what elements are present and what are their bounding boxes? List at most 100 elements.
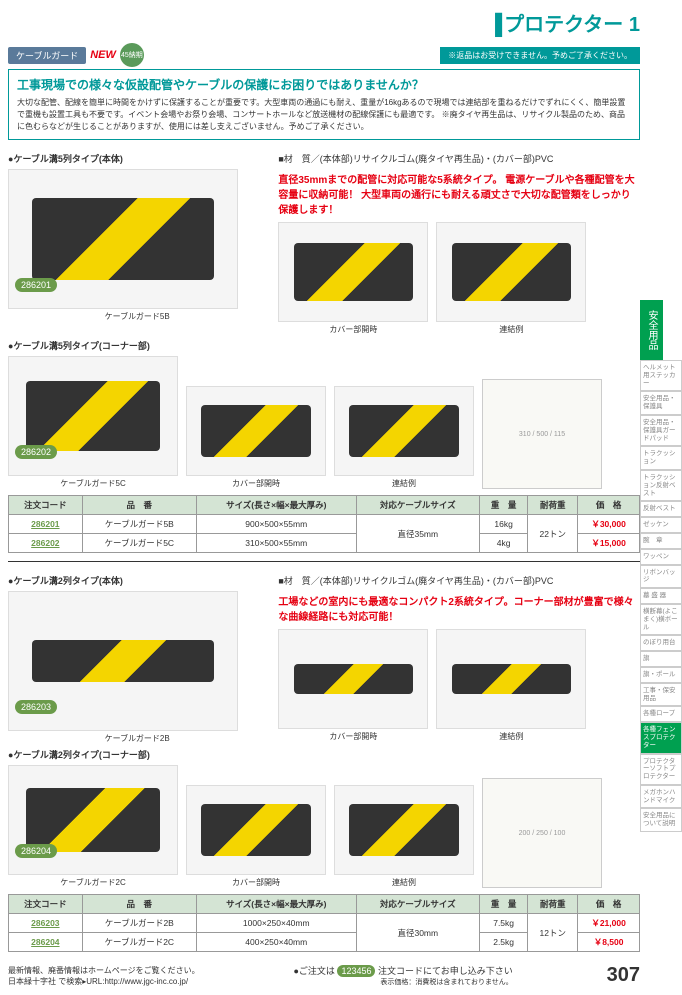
caption-connect-3: 連結例	[436, 731, 586, 742]
sidebar-item[interactable]: 横断幕(よこまく)横ボール	[640, 604, 682, 635]
table-cell: 直径35mm	[356, 515, 479, 553]
table-header: 注文コード	[9, 496, 83, 515]
caption-connect-2: 連結例	[334, 478, 474, 489]
sidebar-item[interactable]: ヘルメット用ステッカー	[640, 360, 682, 391]
page-title-bar: プロテクター 1	[8, 8, 640, 37]
sidebar-item[interactable]: メガホンハンドマイク	[640, 785, 682, 809]
diagram-2c: 200 / 250 / 100	[482, 778, 602, 888]
sidebar-main-tab[interactable]: 安全用品	[640, 300, 663, 360]
caption-cover-1: カバー部開時	[278, 324, 428, 335]
table-cell: 4kg	[479, 534, 527, 553]
category-tag: ケーブルガード	[8, 47, 86, 64]
sidebar-item[interactable]: 各種フェンスプロテクター	[640, 722, 682, 753]
table-cell: ケーブルガード5B	[82, 515, 196, 534]
table-header: 価 格	[578, 895, 640, 914]
table-cell: 286203	[9, 914, 83, 933]
table-header: サイズ(長さ×幅×最大厚み)	[196, 895, 356, 914]
order-label: ●ご注文は	[293, 966, 334, 976]
table-cell: ケーブルガード2B	[82, 914, 196, 933]
sidebar-item[interactable]: 安全用品について説明	[640, 808, 682, 832]
table-header: 品 番	[82, 895, 196, 914]
table-cell: 12トン	[528, 914, 578, 952]
sidebar-item[interactable]: 反射ベスト	[640, 501, 682, 517]
caption-2c: ケーブルガード2C	[8, 877, 178, 888]
product-image-5c-connect	[334, 386, 474, 476]
intro-box: 工事現場での様々な仮設配管やケーブルの保護にお困りではありませんか？ 大切な配管…	[8, 69, 640, 140]
sidebar-item[interactable]: ワッペン	[640, 549, 682, 565]
sidebar-item[interactable]: 腕 章	[640, 533, 682, 549]
section1-main-label: ケーブル溝5列タイプ(本体)	[8, 152, 266, 165]
section1-corner-label: ケーブル溝5列タイプ(コーナー部)	[8, 339, 640, 352]
table-header: 重 量	[479, 496, 527, 515]
section2-material: 材 質／(本体部)リサイクルゴム(廃タイヤ再生品)・(カバー部)PVC	[278, 574, 640, 587]
table-cell: ケーブルガード2C	[82, 933, 196, 952]
table-cell: ￥15,000	[578, 534, 640, 553]
code-badge-2b: 286203	[15, 700, 57, 714]
table-header: 価 格	[578, 496, 640, 515]
table-cell: 310×500×55mm	[196, 534, 356, 553]
section2-corner-label: ケーブル溝2列タイプ(コーナー部)	[8, 748, 640, 761]
sidebar-item[interactable]: 工事・保安用品	[640, 683, 682, 707]
product-image-2b: 286203	[8, 591, 238, 731]
code-badge-2c: 286204	[15, 844, 57, 858]
footer-info1: 最新情報、廃番情報はホームページをご覧ください。	[8, 965, 200, 976]
table-header: 耐荷重	[528, 496, 578, 515]
table-cell: 286202	[9, 534, 83, 553]
caption-5b: ケーブルガード5B	[8, 311, 266, 322]
diagram-5c: 310 / 500 / 115	[482, 379, 602, 489]
table-header: 耐荷重	[528, 895, 578, 914]
product-image-5c: 286202	[8, 356, 178, 476]
table-header: 対応ケーブルサイズ	[356, 496, 479, 515]
sidebar-item[interactable]: トラクッション反射ベスト	[640, 470, 682, 501]
section1-material: 材 質／(本体部)リサイクルゴム(廃タイヤ再生品)・(カバー部)PVC	[278, 152, 640, 165]
page-footer: 最新情報、廃番情報はホームページをご覧ください。 日本緑十字社 で検索▸URL:…	[8, 964, 640, 987]
caption-cover-4: カバー部開時	[186, 877, 326, 888]
intro-heading: 工事現場での様々な仮設配管やケーブルの保護にお困りではありませんか？	[17, 76, 631, 93]
spec-table-2: 注文コード品 番サイズ(長さ×幅×最大厚み)対応ケーブルサイズ重 量耐荷重価 格…	[8, 894, 640, 952]
sidebar-item[interactable]: 安全用品・保護具	[640, 391, 682, 415]
table-cell: 16kg	[479, 515, 527, 534]
table-cell: 400×250×40mm	[196, 933, 356, 952]
sidebar-item[interactable]: リボンバッジ	[640, 565, 682, 589]
time-badge: 45納期	[120, 43, 144, 67]
code-badge-5b: 286201	[15, 278, 57, 292]
return-note: ※返品はお受けできません。予めご了承ください。	[440, 47, 640, 64]
sidebar-item[interactable]: 安全用品・保護具ガードパッド	[640, 415, 682, 446]
product-image-5b-connect	[436, 222, 586, 322]
caption-5c: ケーブルガード5C	[8, 478, 178, 489]
caption-connect-4: 連結例	[334, 877, 474, 888]
section2-feature: 工場などの室内にも最適なコンパクト2系統タイプ。コーナー部材が豊富で様々な曲線経…	[278, 595, 640, 625]
sidebar-item[interactable]: トラクッション	[640, 446, 682, 470]
sidebar-item[interactable]: のぼり用台	[640, 635, 682, 651]
table-header: 重 量	[479, 895, 527, 914]
price-note: 表示価格：消費税は含まれておりません。	[293, 977, 512, 987]
table-row: 286201ケーブルガード5B900×500×55mm直径35mm16kg22ト…	[9, 515, 640, 534]
table-header: 対応ケーブルサイズ	[356, 895, 479, 914]
table-row: 286203ケーブルガード2B1000×250×40mm直径30mm7.5kg1…	[9, 914, 640, 933]
section1-feature: 直径35mmまでの配管に対応可能な5系統タイプ。 電源ケーブルや各種配管を大容量…	[278, 173, 640, 218]
sidebar-item[interactable]: 墓 盛 器	[640, 588, 682, 604]
table-header: 注文コード	[9, 895, 83, 914]
table-header: サイズ(長さ×幅×最大厚み)	[196, 496, 356, 515]
product-image-2c-connect	[334, 785, 474, 875]
order-sample: 123456	[337, 965, 375, 977]
table-cell: ケーブルガード5C	[82, 534, 196, 553]
table-cell: 286201	[9, 515, 83, 534]
caption-connect-1: 連結例	[436, 324, 586, 335]
sidebar-item[interactable]: プロテクターソフトプロテクター	[640, 754, 682, 785]
sidebar-item[interactable]: 各種ロープ	[640, 706, 682, 722]
caption-2b: ケーブルガード2B	[8, 733, 266, 744]
product-image-5b: 286201	[8, 169, 238, 309]
caption-cover-2: カバー部開時	[186, 478, 326, 489]
new-badge: NEW	[90, 49, 116, 61]
code-badge-5c: 286202	[15, 445, 57, 459]
table-cell: 900×500×55mm	[196, 515, 356, 534]
table-cell: ￥8,500	[578, 933, 640, 952]
section2-main-label: ケーブル溝2列タイプ(本体)	[8, 574, 266, 587]
sidebar-item[interactable]: 旗・ポール	[640, 667, 682, 683]
table-cell: 2.5kg	[479, 933, 527, 952]
sidebar-item[interactable]: ゼッケン	[640, 517, 682, 533]
product-image-5b-open	[278, 222, 428, 322]
sidebar-item[interactable]: 旗	[640, 651, 682, 667]
intro-body: 大切な配管、配線を簡単に時間をかけずに保護することが重要です。大型車両の通過にも…	[17, 97, 631, 133]
